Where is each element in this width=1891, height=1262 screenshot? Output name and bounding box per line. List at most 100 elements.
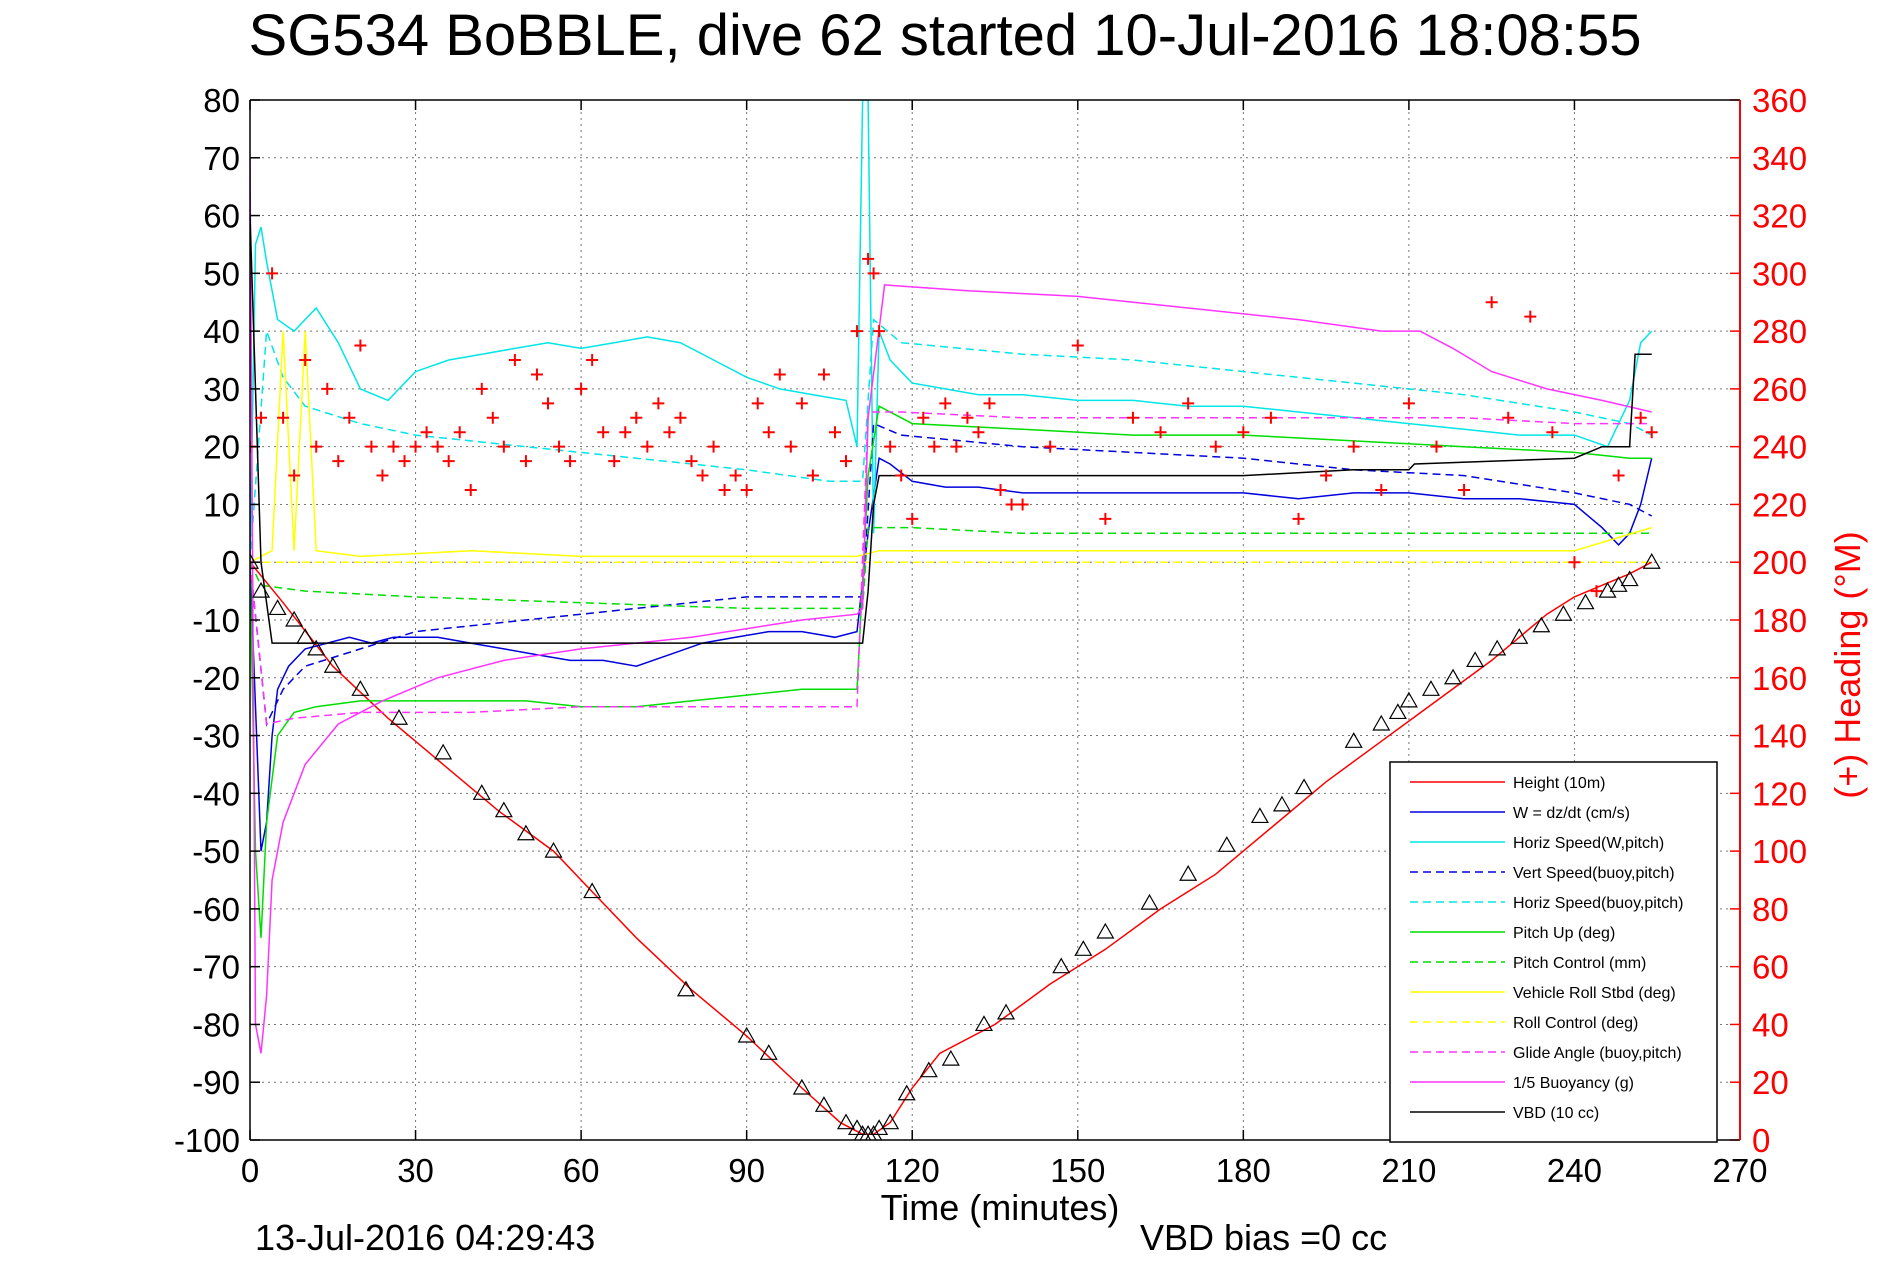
heading-point	[1430, 440, 1443, 453]
heading-point	[884, 440, 897, 453]
heading-point	[762, 426, 775, 439]
heading-point	[1126, 411, 1139, 424]
heading-point	[420, 426, 433, 439]
depth-marker	[853, 1125, 872, 1140]
heading-point	[1568, 556, 1581, 569]
depth-marker	[919, 1061, 938, 1078]
heading-point	[1016, 498, 1029, 511]
legend-entry: Vert Speed(buoy,pitch)	[1513, 865, 1675, 882]
heading-point	[1524, 310, 1537, 323]
heading-point	[928, 440, 941, 453]
y-right-tick-label: 280	[1752, 313, 1807, 350]
heading-point	[895, 469, 908, 482]
heading-point	[939, 397, 952, 410]
y-tick-label: -40	[192, 775, 240, 812]
y-tick-label: 50	[203, 255, 240, 292]
heading-point	[464, 484, 477, 496]
y-tick-label: 80	[203, 82, 240, 119]
y-tick-label: -30	[192, 718, 240, 755]
depth-marker	[881, 1113, 900, 1130]
heading-point	[1612, 469, 1625, 482]
depth-marker	[1388, 703, 1407, 720]
series-horiz-speed-buoy-pitch-line	[250, 318, 1653, 563]
depth-marker	[1620, 570, 1639, 587]
heading-point	[641, 440, 654, 453]
depth-marker	[1179, 865, 1198, 881]
depth-marker	[1609, 576, 1628, 592]
y-right-tick-label: 120	[1752, 775, 1807, 812]
heading-point	[519, 455, 532, 468]
heading-point	[795, 397, 808, 410]
heading-point	[994, 484, 1007, 496]
y-right-tick-label: 140	[1752, 718, 1807, 755]
heading-point	[806, 469, 819, 482]
y-tick-label: 70	[203, 140, 240, 177]
heading-point	[354, 339, 367, 352]
heading-point	[266, 267, 279, 280]
x-tick-label: 240	[1547, 1152, 1602, 1189]
depth-markers	[250, 553, 1661, 1140]
heading-point	[1590, 585, 1603, 598]
heading-point	[376, 469, 389, 482]
heading-point	[343, 411, 356, 424]
heading-point	[1375, 484, 1388, 496]
x-axis-label: Time (minutes)	[881, 1187, 1120, 1228]
heading-point	[652, 397, 665, 410]
depth-marker	[1052, 957, 1071, 974]
depth-marker	[285, 610, 304, 627]
heading-point	[817, 368, 830, 381]
y-tick-label: -20	[192, 660, 240, 697]
heading-point	[409, 440, 422, 453]
x-tick-label: 180	[1216, 1152, 1271, 1189]
depth-marker	[1217, 836, 1236, 852]
x-tick-label: 90	[728, 1152, 765, 1189]
series-height-10m-line	[250, 561, 1653, 1135]
tick-labels: 0 30 60 90 120 150 180 210 240 270 80 70 60 50 40 30 20 1…	[174, 82, 1807, 1189]
heading-point	[983, 397, 996, 410]
depth-marker	[1444, 668, 1463, 685]
heading-point	[586, 354, 599, 366]
heading-point	[442, 455, 455, 468]
legend-entry: Glide Angle (buoy,pitch)	[1513, 1045, 1682, 1062]
y-right-tick-label: 0	[1752, 1122, 1770, 1159]
heading-point	[840, 455, 852, 468]
depth-marker	[1510, 628, 1529, 644]
y-right-tick-label: 80	[1752, 891, 1789, 928]
y-right-tick-label: 40	[1752, 1006, 1789, 1043]
heading-point	[453, 426, 466, 439]
heading-point	[1005, 498, 1018, 511]
y-right-tick-label: 100	[1752, 833, 1807, 870]
heading-point	[707, 440, 720, 453]
y-right-tick-label: 200	[1752, 544, 1807, 581]
depth-marker	[1488, 639, 1507, 656]
heading-point	[475, 382, 488, 395]
y-tick-label: -10	[192, 602, 240, 639]
y-right-tick-label: 300	[1752, 255, 1807, 292]
depth-marker	[296, 628, 315, 644]
y-right-tick-label: 220	[1752, 486, 1807, 523]
heading-point	[1645, 426, 1658, 439]
y-right-tick-label: 340	[1752, 140, 1807, 177]
heading-point	[508, 354, 521, 366]
heading-point	[1320, 469, 1333, 482]
depth-marker	[1250, 807, 1269, 824]
x-tick-label: 120	[885, 1152, 940, 1189]
heading-point	[1634, 411, 1647, 424]
heading-point	[773, 368, 786, 381]
depth-marker	[472, 784, 491, 800]
depth-marker	[1295, 778, 1314, 795]
depth-marker	[1421, 680, 1440, 696]
x-tick-label: 270	[1712, 1152, 1767, 1189]
depth-marker	[1554, 605, 1573, 621]
y-right-tick-label: 240	[1752, 429, 1807, 466]
heading-point	[619, 426, 632, 439]
legend: Height (10m) W = dz/dt (cm/s) Horiz Speed(…	[1389, 761, 1718, 1143]
depth-marker	[1372, 714, 1391, 731]
heading-point	[387, 440, 400, 453]
heading-point	[1402, 397, 1415, 410]
footer-vbd: VBD bias =0 cc	[1140, 1217, 1387, 1258]
y-tick-label: 40	[203, 313, 240, 350]
series-pitch-control-mm-line	[250, 526, 1652, 610]
legend-entry: Vehicle Roll Stbd (deg)	[1513, 985, 1676, 1002]
series-vert-speed-buoy-pitch-line	[250, 422, 1653, 727]
